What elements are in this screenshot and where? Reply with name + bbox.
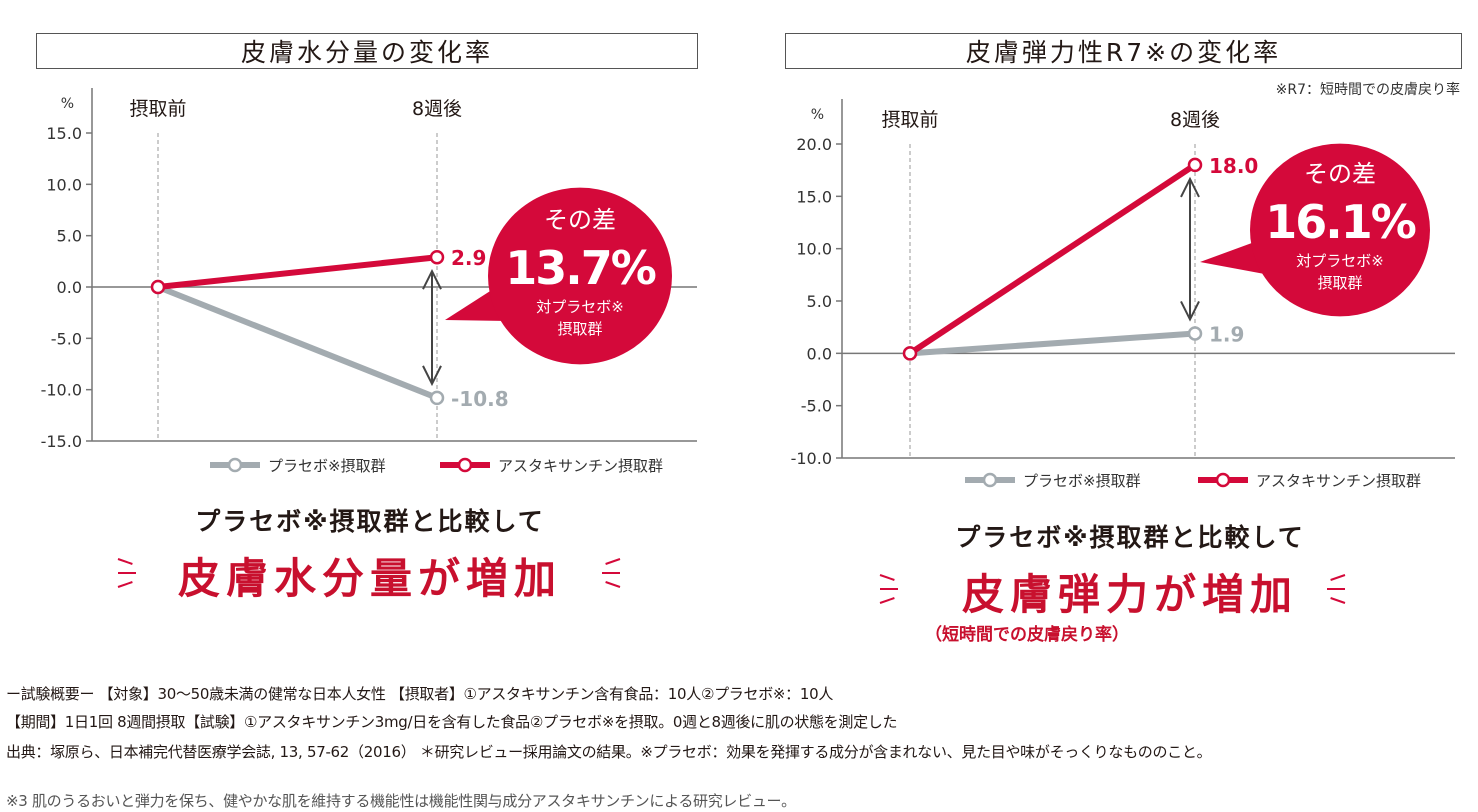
series-line-0 (909, 330, 1196, 357)
category-label: 摂取前 (881, 109, 938, 131)
y-tick-label: -5.0 (51, 329, 82, 348)
data-label: 18.0 (1209, 154, 1258, 178)
data-point (1187, 157, 1203, 173)
y-tick-label: 10.0 (796, 240, 832, 259)
data-point (150, 279, 166, 295)
y-tick-label: 15.0 (796, 187, 832, 206)
category-label: 8週後 (412, 98, 462, 120)
legend-marker (227, 457, 243, 473)
y-tick-label: 0.0 (807, 344, 832, 363)
callout-top-text: その差 (544, 206, 616, 234)
legend-label: プラセボ※摂取群 (268, 457, 386, 475)
category-label: 8週後 (1170, 109, 1220, 131)
chart2-title: 皮膚弾力性R7※の変化率 (785, 33, 1462, 69)
series-line-1 (157, 254, 438, 290)
legend-marker (1215, 472, 1231, 488)
footer-line-1: ー試験概要ー 【対象】30～50歳未満の健常な日本人女性 【摂取者】①アスタキサ… (6, 685, 834, 703)
y-tick-label: -10.0 (41, 381, 82, 400)
chart2-footnote: ※R7：短時間での皮膚戻り率 (1275, 82, 1460, 98)
headline-accent (117, 558, 133, 565)
headline-accent (879, 574, 895, 581)
y-tick-label: -10.0 (791, 449, 832, 468)
headline-accent (605, 558, 621, 565)
summary1-compare: プラセボ※摂取群と比較して (195, 507, 545, 536)
chart1-title: 皮膚水分量の変化率 (36, 33, 698, 69)
y-tick-label: 0.0 (57, 278, 82, 297)
callout-sub-line2: 摂取群 (557, 320, 602, 338)
y-tick-label: -5.0 (801, 397, 832, 416)
data-label: 1.9 (1209, 322, 1244, 346)
callout-value: 13.7% (505, 241, 655, 295)
footer-line-4: ※3 肌のうるおいと弾力を保ち、健やかな肌を維持する機能性は機能性関与成分アスタ… (6, 792, 796, 810)
legend-label: プラセボ※摂取群 (1023, 472, 1141, 490)
y-tick-label: -15.0 (41, 432, 82, 451)
callout-sub-line1: 対プラセボ※ (536, 298, 624, 316)
headline-accent (1330, 574, 1346, 581)
series-line-1 (908, 162, 1197, 356)
legend-marker (982, 472, 998, 488)
arrow-heads (1180, 176, 1200, 322)
callout-sub-line1: 対プラセボ※ (1296, 252, 1384, 270)
callout-bubble (1250, 143, 1430, 317)
summary2-compare: プラセボ※摂取群と比較して (955, 523, 1305, 552)
y-unit-label: % (811, 107, 824, 123)
footer-line-2: 【期間】1日1回 8週間摂取【試験】①アスタキサンチン3mg/日を含有した食品②… (6, 713, 898, 731)
summary1-headline: 皮膚水分量が増加 (177, 554, 562, 603)
legend-label: アスタキサンチン摂取群 (1256, 472, 1421, 490)
data-point (902, 346, 918, 361)
arrow-heads (422, 268, 442, 387)
callout-top-text: その差 (1304, 160, 1376, 188)
y-unit-label: % (61, 96, 74, 112)
headline-accent (879, 597, 895, 604)
callout-bubble (488, 187, 672, 365)
data-point (1187, 326, 1203, 341)
headline-accent (605, 581, 621, 588)
summary2-subtext: （短時間での皮膚戻り率） (925, 625, 1129, 645)
y-tick-label: 5.0 (807, 292, 832, 311)
data-point (429, 390, 445, 406)
legend-label: アスタキサンチン摂取群 (498, 457, 663, 475)
data-label: -10.8 (451, 387, 509, 411)
y-tick-label: 5.0 (57, 227, 82, 246)
y-tick-label: 20.0 (796, 135, 832, 154)
callout-sub-line2: 摂取群 (1317, 274, 1362, 292)
data-point (429, 249, 445, 265)
callout-value: 16.1% (1265, 195, 1415, 249)
category-label: 摂取前 (129, 98, 186, 120)
data-label: 2.9 (451, 246, 486, 270)
summary2-headline: 皮膚弾力が増加 (961, 570, 1298, 619)
headline-accent (117, 581, 133, 588)
series-line-0 (156, 284, 439, 401)
legend-marker (457, 457, 473, 473)
headline-accent (1330, 597, 1346, 604)
y-tick-label: 10.0 (46, 175, 82, 194)
footer-line-3: 出典：塚原ら、日本補完代替医療学会誌, 13, 57-62（2016） ＊研究レ… (6, 743, 1212, 761)
y-tick-label: 15.0 (46, 124, 82, 143)
